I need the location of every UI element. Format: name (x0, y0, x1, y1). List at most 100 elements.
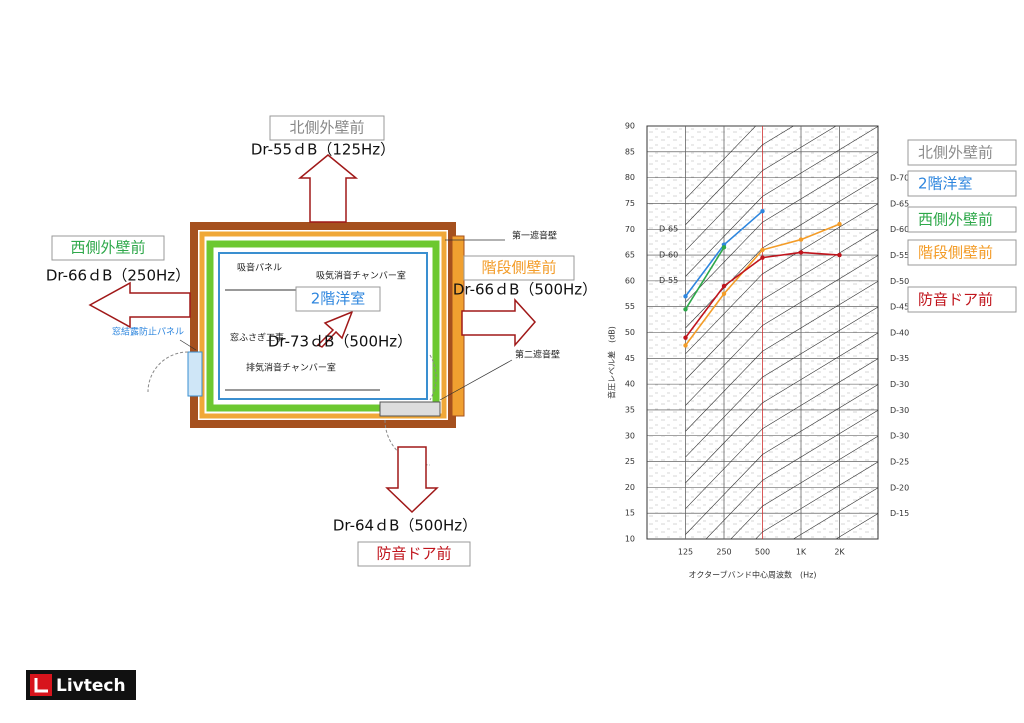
east-label: 階段側壁前 (481, 259, 556, 277)
reference-curve (685, 126, 757, 200)
door-swing (429, 354, 437, 401)
reference-curve (685, 332, 878, 484)
y-tick-label: 85 (625, 147, 635, 156)
note: 吸気消音チャンバー室 (316, 270, 406, 282)
note: 吸音パネル (237, 262, 282, 274)
arrow-south (385, 446, 439, 514)
south-value: Dr-64ｄB（500Hz） (333, 517, 477, 535)
room-value: Dr-73ｄB（500Hz） (268, 333, 412, 351)
curve-label: D-25 (890, 457, 909, 466)
reference-curve (792, 487, 878, 539)
curve-label: D-55 (659, 276, 678, 285)
x-tick-label: 1K (796, 548, 807, 557)
curve-label: D-60 (659, 250, 678, 259)
y-axis-label: 音圧レベル差 (dB) (607, 326, 617, 399)
reference-curve (685, 280, 878, 432)
y-tick-label: 80 (625, 173, 635, 182)
data-point (760, 208, 765, 214)
y-tick-label: 90 (625, 122, 635, 131)
floor-plan (147, 222, 513, 466)
reference-curve (685, 203, 878, 355)
curve-label: D-40 (890, 328, 909, 337)
data-point (837, 221, 842, 227)
arrows (88, 154, 537, 514)
y-tick-label: 40 (625, 380, 635, 389)
x-tick-label: 500 (755, 548, 770, 557)
north-value: Dr-55ｄB（125Hz） (251, 141, 395, 159)
curve-label: D-50 (890, 277, 909, 286)
label-box (51, 235, 165, 261)
y-tick-label: 60 (625, 276, 635, 285)
reference-curve (685, 126, 837, 251)
y-tick-label: 45 (625, 354, 635, 363)
legend-entry: 防音ドア前 (918, 291, 993, 309)
data-point (683, 294, 688, 299)
data-point (683, 335, 688, 340)
y-tick-label: 75 (625, 199, 635, 208)
reference-curve (685, 126, 878, 277)
north-label: 北側外壁前 (289, 119, 364, 137)
curve-label: D-45 (890, 303, 909, 312)
legend-box (907, 170, 1017, 197)
arrow-east (461, 298, 537, 348)
outer-wall (190, 222, 456, 428)
data-point (798, 237, 804, 242)
data-point (760, 255, 765, 260)
east-value: Dr-66ｄB（500Hz） (453, 281, 597, 299)
arrow-room (316, 310, 354, 348)
note: 排気消音チャンバー室 (246, 362, 336, 374)
curve-label: D-30 (890, 380, 909, 389)
curve-label: D-55 (890, 251, 909, 260)
reference-curve (685, 126, 795, 225)
door-swing (147, 351, 189, 393)
legend-box (907, 239, 1017, 266)
note: 第二遮音壁 (515, 349, 560, 361)
note: 第一遮音壁 (512, 230, 557, 242)
legend-box (907, 206, 1017, 233)
curve-label: D-60 (890, 225, 909, 234)
logo-mark (34, 678, 48, 693)
south-label: 防音ドア前 (376, 545, 451, 563)
x-tick-label: 2K (834, 548, 845, 557)
absorption-panel (218, 252, 428, 400)
arrow-north (297, 154, 359, 223)
data-point (721, 291, 727, 296)
curve-label: D-35 (890, 354, 909, 363)
curve-label: D-70 (890, 174, 909, 183)
y-tick-label: 30 (625, 431, 635, 440)
x-tick-label: 250 (716, 548, 731, 557)
leader (439, 359, 513, 401)
logo-icon (30, 674, 52, 696)
x-axis-label: オクターブバンド中心周波数 (Hz) (689, 570, 817, 580)
curve-label: D-15 (890, 509, 909, 518)
legend-entry: 階段側壁前 (918, 244, 993, 262)
curve-label: D-65 (890, 199, 909, 208)
legend-box (907, 139, 1017, 166)
reference-curve (685, 384, 878, 535)
y-tick-label: 50 (625, 328, 635, 337)
y-tick-label: 15 (625, 509, 635, 518)
door (379, 401, 441, 417)
data-point (721, 245, 727, 250)
y-tick-label: 65 (625, 251, 635, 260)
reference-curve (685, 358, 878, 509)
arrow-west (88, 281, 191, 329)
window (187, 351, 203, 397)
reference-curve (705, 410, 878, 539)
legend-entry: 2階洋室 (918, 175, 973, 193)
curve-label: D-30 (890, 432, 909, 441)
series-line (684, 246, 725, 310)
legend-entry: 北側外壁前 (918, 144, 993, 162)
y-tick-label: 20 (625, 483, 635, 492)
legend-box (907, 286, 1017, 313)
data-point (798, 250, 804, 255)
reference-curve (755, 461, 878, 539)
y-tick-label: 10 (625, 535, 635, 544)
label-box (357, 541, 471, 567)
reference-curve (835, 513, 878, 539)
legend-entry: 西側外壁前 (918, 211, 993, 229)
label-box (269, 115, 385, 141)
y-tick-label: 35 (625, 405, 635, 414)
chart: 10 15 20 25 30 35 40 45 50 55 60 65 70 75 80 85 90 125 250… (607, 122, 1017, 580)
second-wall (206, 240, 440, 412)
